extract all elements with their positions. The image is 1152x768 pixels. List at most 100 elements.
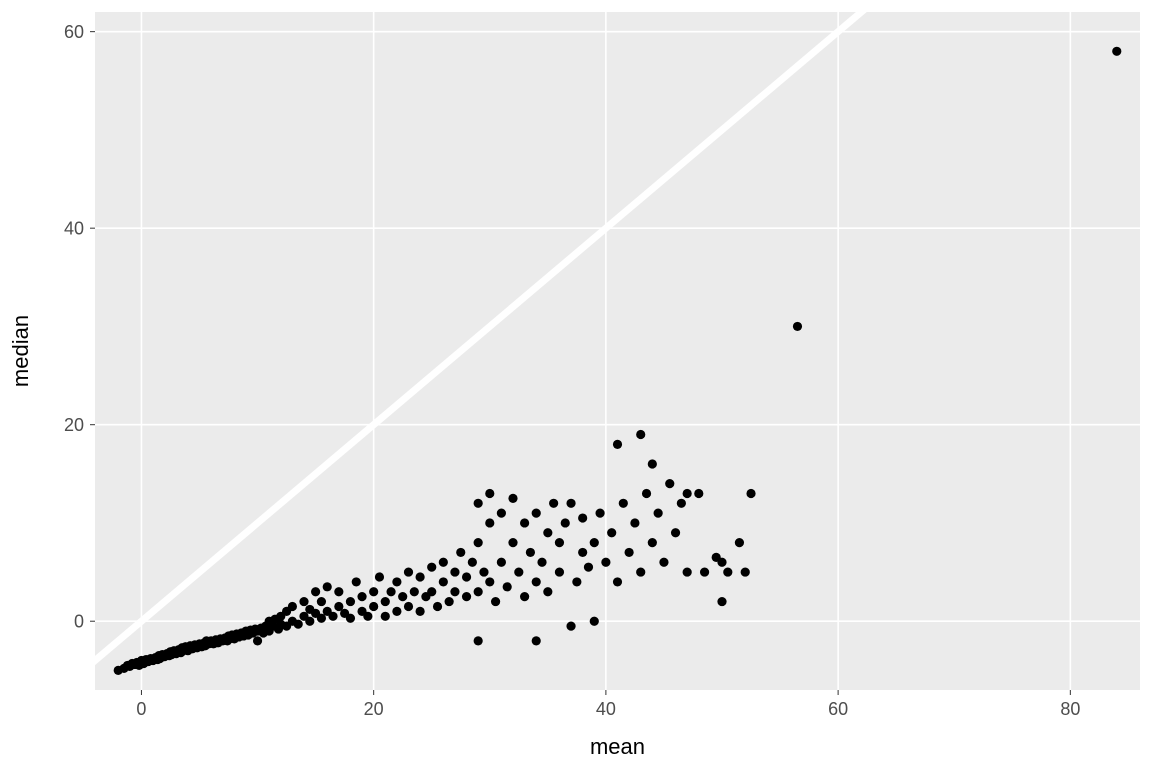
data-point bbox=[671, 528, 680, 537]
data-point bbox=[520, 592, 529, 601]
data-point bbox=[613, 577, 622, 586]
data-point bbox=[735, 538, 744, 547]
data-point bbox=[555, 538, 564, 547]
data-point bbox=[416, 607, 425, 616]
data-point bbox=[346, 614, 355, 623]
data-point bbox=[532, 577, 541, 586]
data-point bbox=[427, 563, 436, 572]
data-point bbox=[392, 607, 401, 616]
data-point bbox=[433, 602, 442, 611]
data-point bbox=[503, 582, 512, 591]
data-point bbox=[357, 592, 366, 601]
data-point bbox=[363, 612, 372, 621]
data-point bbox=[410, 587, 419, 596]
data-point bbox=[392, 577, 401, 586]
x-tick-label: 60 bbox=[828, 699, 848, 719]
chart-svg: 0204060800204060meanmedian bbox=[0, 0, 1152, 768]
data-point bbox=[793, 322, 802, 331]
data-point bbox=[741, 567, 750, 576]
data-point bbox=[381, 612, 390, 621]
data-point bbox=[328, 612, 337, 621]
data-point bbox=[427, 587, 436, 596]
data-point bbox=[491, 597, 500, 606]
data-point bbox=[665, 479, 674, 488]
y-tick-label: 20 bbox=[64, 415, 84, 435]
data-point bbox=[485, 518, 494, 527]
data-point bbox=[485, 577, 494, 586]
data-point bbox=[474, 587, 483, 596]
data-point bbox=[543, 587, 552, 596]
x-axis-title: mean bbox=[590, 734, 645, 759]
data-point bbox=[654, 509, 663, 518]
data-point bbox=[532, 636, 541, 645]
data-point bbox=[613, 440, 622, 449]
data-point bbox=[386, 587, 395, 596]
data-point bbox=[543, 528, 552, 537]
y-tick-label: 60 bbox=[64, 22, 84, 42]
x-tick-label: 40 bbox=[596, 699, 616, 719]
data-point bbox=[537, 558, 546, 567]
data-point bbox=[514, 567, 523, 576]
data-point bbox=[468, 558, 477, 567]
data-point bbox=[299, 597, 308, 606]
data-point bbox=[474, 499, 483, 508]
data-point bbox=[416, 572, 425, 581]
x-tick-label: 80 bbox=[1060, 699, 1080, 719]
plot-panel bbox=[95, 12, 1140, 690]
data-point bbox=[497, 509, 506, 518]
data-point bbox=[642, 489, 651, 498]
data-point bbox=[375, 572, 384, 581]
data-point bbox=[450, 567, 459, 576]
data-point bbox=[561, 518, 570, 527]
data-point bbox=[404, 567, 413, 576]
data-point bbox=[508, 494, 517, 503]
data-point bbox=[456, 548, 465, 557]
data-point bbox=[555, 567, 564, 576]
data-point bbox=[584, 563, 593, 572]
data-point bbox=[439, 577, 448, 586]
data-point bbox=[381, 597, 390, 606]
data-point bbox=[578, 548, 587, 557]
data-point bbox=[439, 558, 448, 567]
y-tick-label: 0 bbox=[74, 612, 84, 632]
data-point bbox=[1112, 47, 1121, 56]
data-point bbox=[474, 636, 483, 645]
data-point bbox=[445, 597, 454, 606]
data-point bbox=[566, 622, 575, 631]
scatter-chart: 0204060800204060meanmedian bbox=[0, 0, 1152, 768]
data-point bbox=[532, 509, 541, 518]
data-point bbox=[334, 587, 343, 596]
data-point bbox=[549, 499, 558, 508]
data-point bbox=[526, 548, 535, 557]
y-tick-label: 40 bbox=[64, 218, 84, 238]
data-point bbox=[485, 489, 494, 498]
data-point bbox=[630, 518, 639, 527]
data-point bbox=[636, 567, 645, 576]
data-point bbox=[746, 489, 755, 498]
data-point bbox=[595, 509, 604, 518]
data-point bbox=[625, 548, 634, 557]
data-point bbox=[677, 499, 686, 508]
y-axis-title: median bbox=[8, 315, 33, 387]
data-point bbox=[508, 538, 517, 547]
data-point bbox=[497, 558, 506, 567]
data-point bbox=[479, 567, 488, 576]
data-point bbox=[636, 430, 645, 439]
data-point bbox=[520, 518, 529, 527]
data-point bbox=[566, 499, 575, 508]
data-point bbox=[683, 489, 692, 498]
data-point bbox=[462, 592, 471, 601]
data-point bbox=[694, 489, 703, 498]
data-point bbox=[590, 617, 599, 626]
data-point bbox=[717, 597, 726, 606]
data-point bbox=[450, 587, 459, 596]
data-point bbox=[659, 558, 668, 567]
data-point bbox=[288, 602, 297, 611]
data-point bbox=[648, 538, 657, 547]
data-point bbox=[578, 513, 587, 522]
data-point bbox=[590, 538, 599, 547]
data-point bbox=[717, 558, 726, 567]
data-point bbox=[369, 587, 378, 596]
data-point bbox=[398, 592, 407, 601]
data-point bbox=[346, 597, 355, 606]
